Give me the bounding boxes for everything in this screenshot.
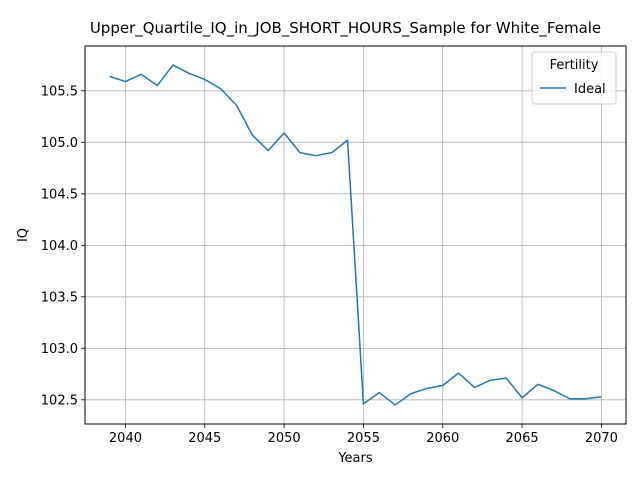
x-tick-label: 2040 bbox=[109, 431, 142, 446]
y-tick-label: 103.5 bbox=[41, 290, 78, 305]
y-tick-label: 103.0 bbox=[41, 342, 78, 357]
chart-title: Upper_Quartile_IQ_in_JOB_SHORT_HOURS_Sam… bbox=[90, 19, 601, 38]
legend-label: Ideal bbox=[574, 82, 606, 97]
x-axis-label: Years bbox=[337, 451, 373, 466]
y-tick-label: 104.0 bbox=[41, 239, 78, 254]
x-tick-label: 2065 bbox=[506, 431, 539, 446]
y-tick-label: 105.0 bbox=[41, 136, 78, 151]
y-tick-label: 102.5 bbox=[41, 393, 78, 408]
y-tick-label: 105.5 bbox=[41, 84, 78, 99]
y-tick-label: 104.5 bbox=[41, 187, 78, 202]
x-tick-label: 2055 bbox=[347, 431, 380, 446]
x-tick-label: 2070 bbox=[585, 431, 618, 446]
legend-title: Fertility bbox=[550, 58, 599, 73]
legend: Fertility Ideal bbox=[532, 52, 616, 104]
x-tick-label: 2050 bbox=[268, 431, 301, 446]
y-axis-label: IQ bbox=[16, 228, 31, 242]
x-tick-label: 2060 bbox=[426, 431, 459, 446]
x-tick-label: 2045 bbox=[188, 431, 221, 446]
